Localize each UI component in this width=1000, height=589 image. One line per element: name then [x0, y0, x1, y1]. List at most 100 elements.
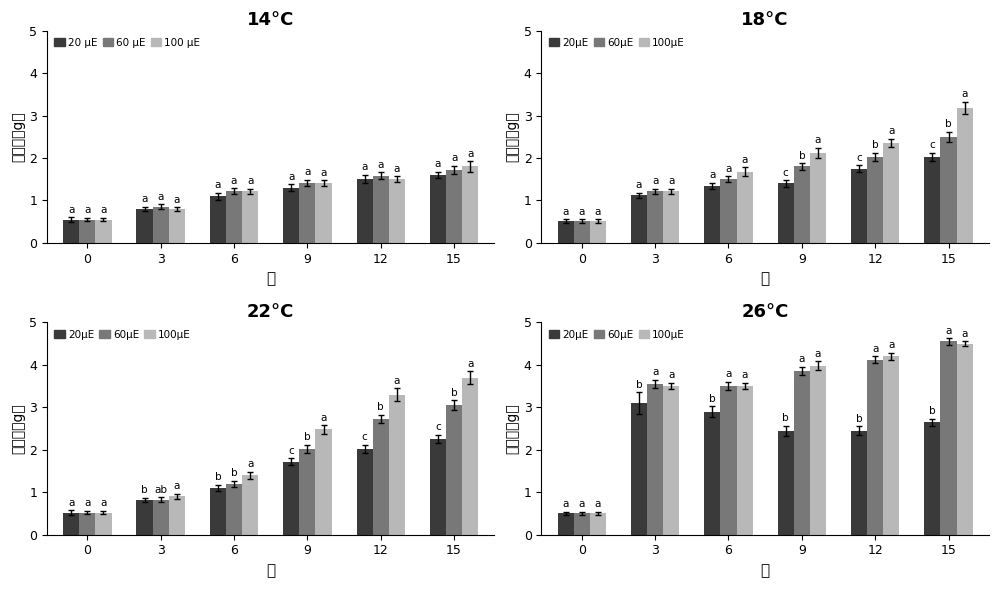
Text: a: a [141, 194, 148, 204]
Bar [851, 431, 867, 535]
Text: a: a [84, 498, 91, 508]
Text: a: a [961, 329, 968, 339]
Text: a: a [320, 168, 327, 178]
Text: a: a [961, 89, 968, 99]
Bar [389, 395, 405, 535]
Bar [226, 191, 242, 243]
Text: a: a [394, 376, 400, 386]
Y-axis label: 生长量（g）: 生长量（g） [506, 403, 520, 454]
Bar [574, 221, 590, 243]
Bar [924, 157, 940, 243]
Text: a: a [84, 206, 91, 216]
Y-axis label: 生长量（g）: 生长量（g） [11, 403, 25, 454]
Y-axis label: 生长量（g）: 生长量（g） [11, 111, 25, 162]
Text: a: a [100, 206, 107, 216]
Text: c: c [288, 446, 294, 456]
Text: a: a [652, 367, 658, 377]
Text: a: a [394, 164, 400, 174]
Text: a: a [872, 344, 878, 354]
Bar [778, 183, 794, 243]
Bar [373, 419, 389, 535]
Text: a: a [361, 163, 368, 173]
Text: a: a [247, 459, 253, 469]
Bar [242, 191, 258, 243]
Bar [357, 449, 373, 535]
Bar [558, 514, 574, 535]
Text: a: a [579, 207, 585, 217]
Text: a: a [174, 481, 180, 491]
Text: b: b [304, 432, 311, 442]
Text: a: a [247, 176, 253, 186]
Text: a: a [467, 359, 473, 369]
Bar [794, 371, 810, 535]
Text: a: a [215, 180, 221, 190]
Bar [737, 171, 753, 243]
Bar [574, 514, 590, 535]
Bar [153, 500, 169, 535]
Bar [883, 356, 899, 535]
Bar [631, 196, 647, 243]
X-axis label: 日: 日 [266, 563, 275, 578]
Text: b: b [141, 485, 148, 495]
Text: a: a [888, 127, 895, 136]
Bar [647, 191, 663, 243]
Text: a: a [467, 149, 473, 159]
Text: b: b [929, 406, 936, 416]
Text: b: b [377, 402, 384, 412]
Text: c: c [362, 432, 367, 442]
Bar [315, 183, 332, 243]
Bar [389, 179, 405, 243]
Bar [867, 360, 883, 535]
Text: a: a [288, 172, 294, 182]
Text: a: a [174, 195, 180, 205]
Bar [283, 462, 299, 535]
Bar [462, 167, 478, 243]
Bar [940, 137, 957, 243]
Text: b: b [231, 468, 237, 478]
Text: b: b [215, 472, 221, 482]
Text: a: a [888, 340, 895, 350]
Bar [95, 220, 112, 243]
Bar [226, 484, 242, 535]
Bar [79, 512, 95, 535]
Bar [663, 386, 679, 535]
Text: a: a [435, 159, 441, 169]
Text: a: a [595, 207, 601, 217]
Bar [79, 220, 95, 243]
Text: a: a [100, 498, 107, 508]
Bar [373, 176, 389, 243]
Text: a: a [741, 155, 748, 165]
Text: a: a [652, 176, 658, 186]
Text: c: c [783, 167, 789, 177]
Bar [883, 143, 899, 243]
Text: b: b [872, 140, 879, 150]
Legend: 20 μE, 60 μE, 100 μE: 20 μE, 60 μE, 100 μE [52, 36, 202, 50]
Bar [430, 175, 446, 243]
Text: c: c [435, 422, 441, 432]
Bar [737, 386, 753, 535]
Text: c: c [930, 140, 935, 150]
Text: b: b [636, 380, 642, 390]
Bar [446, 405, 462, 535]
Bar [590, 221, 606, 243]
Text: a: a [636, 180, 642, 190]
Text: b: b [856, 414, 862, 424]
Title: 18°C: 18°C [741, 11, 789, 29]
Text: a: a [320, 412, 327, 422]
Text: ab: ab [154, 485, 167, 495]
Bar [778, 431, 794, 535]
Bar [299, 449, 315, 535]
Text: b: b [451, 388, 457, 398]
Text: a: a [68, 498, 74, 508]
Title: 22°C: 22°C [247, 303, 294, 321]
Bar [957, 343, 973, 535]
Text: a: a [799, 355, 805, 365]
Bar [299, 183, 315, 243]
X-axis label: 日: 日 [266, 271, 275, 286]
Bar [924, 422, 940, 535]
Text: a: a [945, 326, 952, 336]
Legend: 20μE, 60μE, 100μE: 20μE, 60μE, 100μE [547, 327, 687, 342]
Bar [169, 497, 185, 535]
Bar [867, 157, 883, 243]
Y-axis label: 生长量（g）: 生长量（g） [506, 111, 520, 162]
